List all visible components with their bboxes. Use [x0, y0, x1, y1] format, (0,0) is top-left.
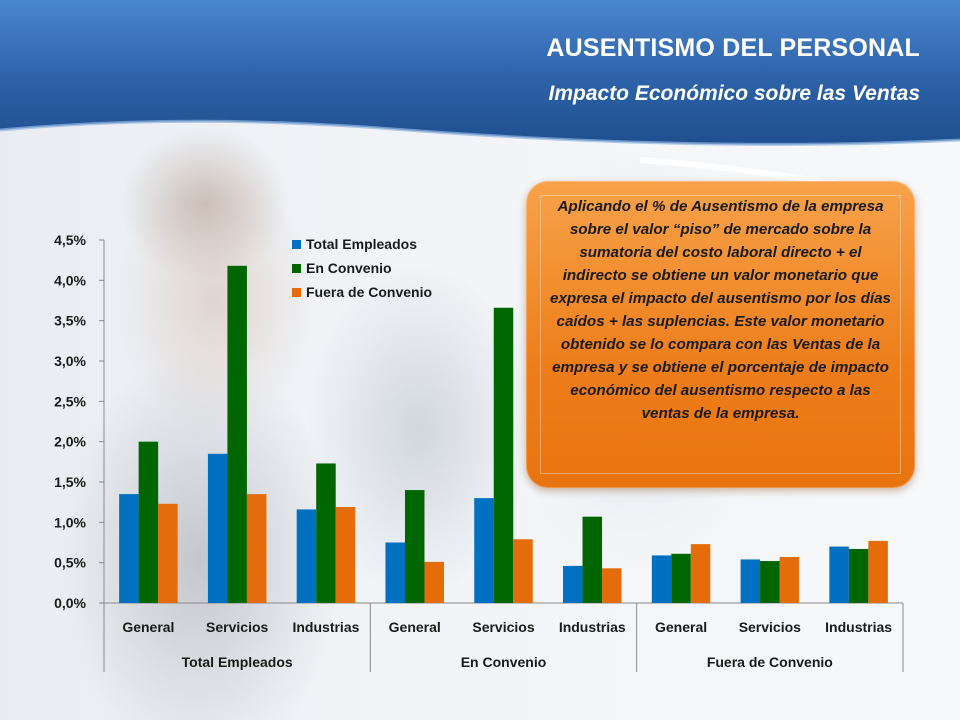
bar: [493, 307, 514, 603]
y-tick-label: 2,0%: [54, 434, 86, 450]
bar: [740, 559, 761, 603]
bar: [158, 503, 178, 603]
y-tick-label: 2,5%: [54, 393, 86, 409]
x-category-label: Servicios: [206, 619, 268, 635]
header-banner: [0, 0, 960, 185]
bar: [779, 557, 800, 603]
x-category-label: Servicios: [739, 619, 801, 635]
y-tick-label: 1,5%: [54, 474, 86, 490]
bar: [602, 568, 622, 603]
bar: [513, 539, 533, 603]
bar: [582, 516, 603, 603]
bar: [474, 498, 494, 603]
bar: [671, 553, 691, 603]
x-category-label: Industrias: [825, 619, 892, 635]
x-category-label: Servicios: [472, 619, 534, 635]
x-category-label: Industrias: [292, 619, 359, 635]
bar: [690, 544, 711, 603]
bar: [651, 555, 672, 603]
legend-swatch: [292, 264, 301, 273]
legend-label: Total Empleados: [306, 236, 417, 252]
bar: [119, 494, 139, 603]
y-tick-label: 0,0%: [54, 595, 86, 611]
y-tick-label: 4,5%: [54, 232, 86, 248]
x-category-label: Industrias: [559, 619, 626, 635]
legend-label: Fuera de Convenio: [306, 284, 432, 300]
info-callout: Aplicando el % de Ausentismo de la empre…: [526, 181, 915, 488]
x-category-label: General: [122, 619, 174, 635]
y-tick-label: 0,5%: [54, 555, 86, 571]
bar: [848, 548, 869, 603]
page-subtitle: Impacto Económico sobre las Ventas: [548, 82, 921, 105]
x-category-label: General: [655, 619, 707, 635]
bar: [404, 490, 425, 603]
bar: [296, 509, 317, 603]
y-tick-label: 1,0%: [54, 514, 86, 530]
bar: [868, 540, 888, 603]
bar: [563, 565, 583, 603]
bar: [246, 494, 267, 603]
bar: [829, 546, 849, 603]
page-title: AUSENTISMO DEL PERSONAL: [546, 34, 920, 62]
callout-text: Aplicando el % de Ausentismo de la empre…: [550, 198, 891, 422]
bar: [138, 441, 159, 603]
bar: [316, 463, 336, 603]
y-axis-labels: 0,0% 0,5% 1,0% 1,5% 2,0% 2,5% 3,0% 3,5% 4,0% 4,5%: [54, 232, 86, 611]
x-category-label: General: [389, 619, 441, 635]
x-axis-labels: General Servicios Industrias General Servici…: [122, 619, 892, 670]
x-group-label: Total Empleados: [182, 654, 293, 670]
y-tick-label: 4,0%: [54, 272, 86, 288]
bar: [207, 453, 228, 603]
y-tick-label: 3,5%: [54, 313, 86, 329]
bar: [760, 561, 780, 603]
callout-border: [540, 195, 901, 474]
chart-bars: [119, 265, 888, 603]
bar: [424, 561, 444, 603]
x-group-label: Fuera de Convenio: [707, 654, 833, 670]
chart-legend: Total Empleados En Convenio Fuera de Conve…: [292, 236, 432, 300]
bar: [227, 265, 247, 603]
legend-swatch: [292, 288, 301, 297]
legend-swatch: [292, 240, 301, 249]
bar: [335, 507, 356, 603]
x-group-label: En Convenio: [461, 654, 547, 670]
legend-label: En Convenio: [306, 260, 392, 276]
y-tick-label: 3,0%: [54, 353, 86, 369]
bar: [385, 542, 405, 603]
